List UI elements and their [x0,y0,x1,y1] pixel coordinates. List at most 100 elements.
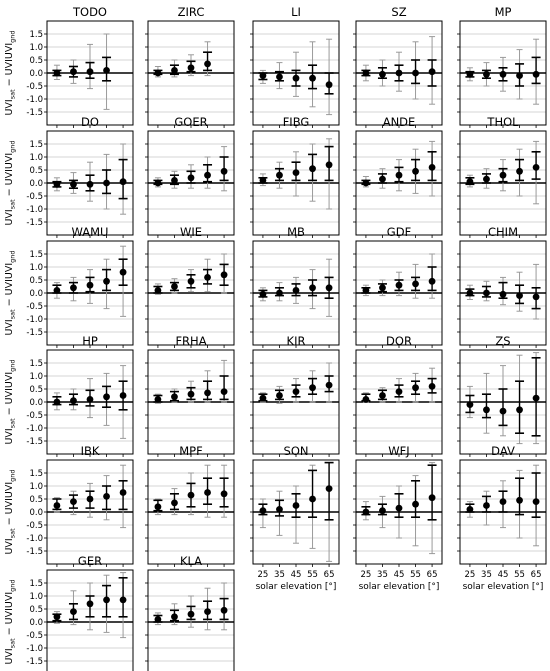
x-tick-label: 55 [514,570,525,580]
x-tick-label: 65 [324,570,335,580]
data-point [171,67,178,74]
y-tick-label: -0.5 [26,411,43,421]
data-point [220,388,228,395]
data-point [220,490,228,498]
panel-title: ANDE [383,115,416,129]
panel-goer: GOER [145,115,235,238]
panel-title: MPF [179,444,202,458]
data-point [362,69,370,77]
panel-mpf: MPF [145,444,235,567]
data-point [204,608,211,615]
y-tick-label: 1.5 [29,469,43,479]
data-point [119,178,127,186]
y-axis-label-part: UVI [4,43,15,59]
data-point [204,171,211,179]
y-tick-label: -1.0 [26,95,43,105]
panel-title: MP [495,5,512,19]
y-axis-label: UVIsat − UVIUVIgnd [4,469,17,554]
y-axis-label-subscript: gnd [9,250,17,262]
data-point [412,167,419,175]
data-point [103,493,110,500]
data-point [292,169,300,177]
data-point [154,396,162,403]
data-point [428,277,436,285]
x-tick-label: 25 [361,570,372,580]
data-point [309,165,316,173]
data-point [70,608,77,615]
data-point [412,280,419,288]
data-point [516,72,523,79]
data-point [154,616,162,623]
y-tick-label: 0.0 [29,69,43,79]
panel-title: DO [81,115,99,129]
y-tick-label: 0.0 [29,289,43,299]
y-axis-label-part: UVI [4,428,15,444]
data-point [292,287,300,294]
data-point [412,384,419,392]
data-point [171,177,178,184]
y-tick-label: -0.5 [26,302,43,312]
data-point [187,390,195,398]
y-tick-label: 1.0 [29,43,43,53]
panel-kla: KLA2535455565solar elevation [°] [145,554,235,671]
data-point [259,177,267,184]
y-tick-label: -1.5 [26,218,43,228]
data-point [292,388,300,395]
x-tick-label: 25 [465,570,476,580]
y-tick-label: -1.0 [26,205,43,215]
data-point [204,60,211,68]
y-axis-label-subscript: sat [9,528,17,538]
panel-title: SZ [391,5,406,19]
x-tick-label: 45 [291,570,302,580]
data-point [516,167,523,175]
y-axis-label-part: − UVI [4,608,15,638]
y-axis-label: UVIsat − UVIUVIgnd [4,140,17,225]
panel-title: MB [287,225,305,239]
y-tick-label: -1.5 [26,547,43,557]
x-axis-label: solar elevation [°] [359,582,440,592]
data-point [395,504,403,512]
data-point [103,596,110,604]
panel-son: SON 25 35 45 55 65 solar elevation [°] [250,444,340,592]
y-axis-label-subscript: sat [9,638,17,648]
data-point [532,70,540,78]
data-point [276,73,283,81]
panel-mp: MP [457,5,547,128]
data-point [103,277,110,285]
data-point [70,397,77,405]
y-tick-label: -1.5 [26,437,43,447]
data-point [259,394,267,402]
data-point [325,381,333,389]
panel-title: WAMU [72,225,109,239]
y-axis-label-part: UVI [4,648,15,664]
y-tick-label: 1.5 [29,250,43,260]
data-point [154,179,162,187]
data-point [103,179,110,187]
data-point [362,508,370,516]
data-point [292,74,300,82]
y-axis-label-part: UVI [4,99,15,115]
data-point [499,498,507,505]
data-point [516,292,523,299]
data-point [53,287,61,294]
panel-title: IBK [81,444,100,458]
data-point [70,180,77,188]
panel-kir: KIR [250,334,340,457]
data-point [220,606,228,614]
data-point [204,489,211,496]
x-tick-label: 65 [427,570,438,580]
y-tick-label: 1.5 [29,30,43,40]
data-point [103,67,110,74]
data-point [362,287,370,294]
y-axis-label-subscript: gnd [9,30,17,42]
data-point [276,171,283,179]
y-axis-label-subscript: gnd [9,140,17,152]
y-tick-label: 1.0 [29,592,43,602]
y-axis-label-part: UVI [4,372,15,388]
data-point [86,600,94,608]
y-axis-label-subscript: sat [9,309,17,319]
x-tick-label: 35 [274,570,285,580]
y-tick-label: -0.5 [26,631,43,641]
data-point [379,70,386,78]
